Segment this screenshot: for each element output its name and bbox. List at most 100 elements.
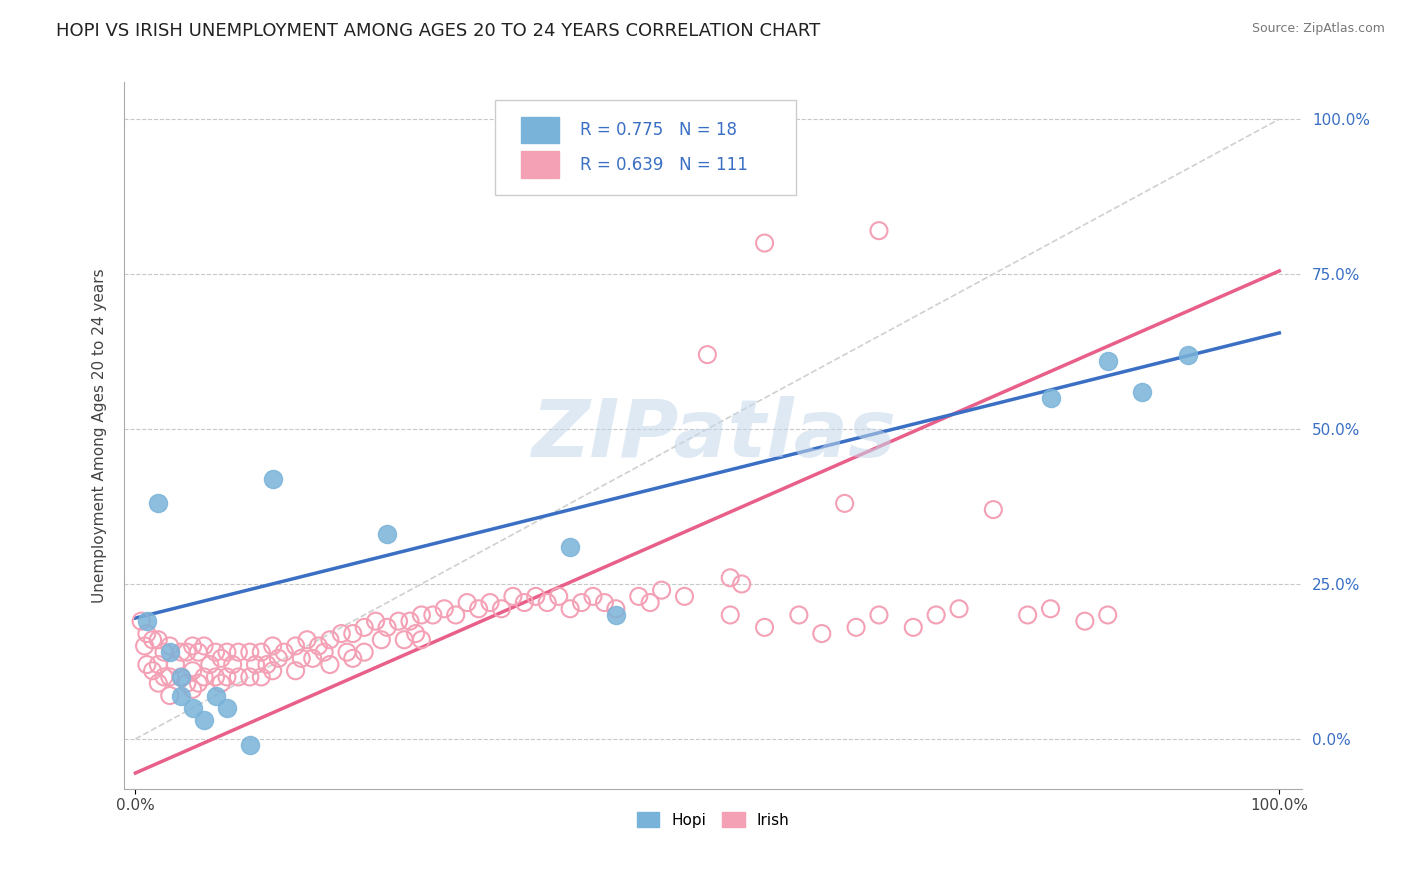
Point: [267, 651, 290, 665]
Point: [159, 670, 181, 684]
Point: [638, 596, 661, 610]
Point: [221, 657, 243, 672]
Point: [558, 540, 581, 554]
Point: [845, 620, 868, 634]
FancyBboxPatch shape: [495, 100, 796, 195]
Point: [314, 645, 336, 659]
Point: [375, 527, 398, 541]
Point: [239, 645, 262, 659]
Point: [228, 645, 250, 659]
Point: [925, 607, 948, 622]
Point: [193, 714, 215, 728]
Text: HOPI VS IRISH UNEMPLOYMENT AMONG AGES 20 TO 24 YEARS CORRELATION CHART: HOPI VS IRISH UNEMPLOYMENT AMONG AGES 20…: [56, 22, 821, 40]
Point: [198, 657, 221, 672]
Point: [387, 614, 409, 628]
Text: R = 0.639   N = 111: R = 0.639 N = 111: [579, 155, 748, 174]
Point: [444, 607, 467, 622]
Point: [1177, 348, 1199, 362]
Point: [605, 601, 627, 615]
Point: [353, 620, 375, 634]
Point: [215, 701, 238, 715]
Point: [176, 645, 198, 659]
Point: [1097, 607, 1119, 622]
Point: [411, 632, 433, 647]
Point: [558, 601, 581, 615]
Point: [301, 651, 323, 665]
Point: [245, 657, 267, 672]
Point: [375, 620, 398, 634]
Point: [364, 614, 387, 628]
Point: [1130, 384, 1153, 399]
Point: [536, 596, 558, 610]
Point: [148, 632, 170, 647]
Point: [134, 639, 156, 653]
Point: [342, 651, 364, 665]
Point: [319, 657, 342, 672]
Point: [627, 590, 650, 604]
Point: [170, 670, 193, 684]
Point: [868, 224, 890, 238]
Point: [1039, 391, 1062, 405]
Point: [159, 689, 181, 703]
Point: [491, 601, 513, 615]
Point: [148, 676, 170, 690]
Point: [204, 645, 226, 659]
Point: [651, 583, 673, 598]
Point: [342, 626, 364, 640]
Point: [433, 601, 456, 615]
Point: [181, 639, 204, 653]
Point: [295, 632, 318, 647]
Point: [135, 657, 157, 672]
Point: [411, 607, 433, 622]
Point: [135, 614, 157, 628]
Point: [262, 639, 284, 653]
Point: [239, 670, 262, 684]
Point: [731, 577, 754, 591]
Point: [547, 590, 569, 604]
Point: [250, 645, 273, 659]
Point: [1074, 614, 1097, 628]
Point: [319, 632, 342, 647]
Point: [181, 664, 204, 678]
Point: [228, 670, 250, 684]
Point: [159, 639, 181, 653]
FancyBboxPatch shape: [522, 151, 558, 178]
Point: [262, 472, 284, 486]
Point: [810, 626, 832, 640]
Point: [754, 235, 776, 250]
Point: [1017, 607, 1039, 622]
Point: [170, 689, 193, 703]
Point: [262, 664, 284, 678]
Point: [718, 571, 741, 585]
Point: [696, 348, 718, 362]
Point: [405, 626, 427, 640]
Point: [399, 614, 422, 628]
Point: [181, 682, 204, 697]
Point: [176, 676, 198, 690]
Point: [582, 590, 605, 604]
Point: [330, 626, 353, 640]
Point: [336, 645, 359, 659]
Point: [1039, 601, 1062, 615]
Point: [422, 607, 444, 622]
Point: [193, 639, 215, 653]
Point: [571, 596, 593, 610]
Point: [787, 607, 810, 622]
Point: [754, 620, 776, 634]
FancyBboxPatch shape: [522, 117, 558, 144]
Point: [868, 607, 890, 622]
Point: [273, 645, 295, 659]
Point: [187, 676, 209, 690]
Point: [456, 596, 478, 610]
Point: [983, 502, 1005, 516]
Point: [1097, 354, 1119, 368]
Point: [181, 701, 204, 715]
Point: [284, 664, 307, 678]
Text: Source: ZipAtlas.com: Source: ZipAtlas.com: [1251, 22, 1385, 36]
Point: [673, 590, 696, 604]
Point: [290, 651, 312, 665]
Point: [142, 632, 165, 647]
Point: [467, 601, 489, 615]
Point: [148, 496, 170, 510]
Y-axis label: Unemployment Among Ages 20 to 24 years: Unemployment Among Ages 20 to 24 years: [93, 268, 107, 602]
